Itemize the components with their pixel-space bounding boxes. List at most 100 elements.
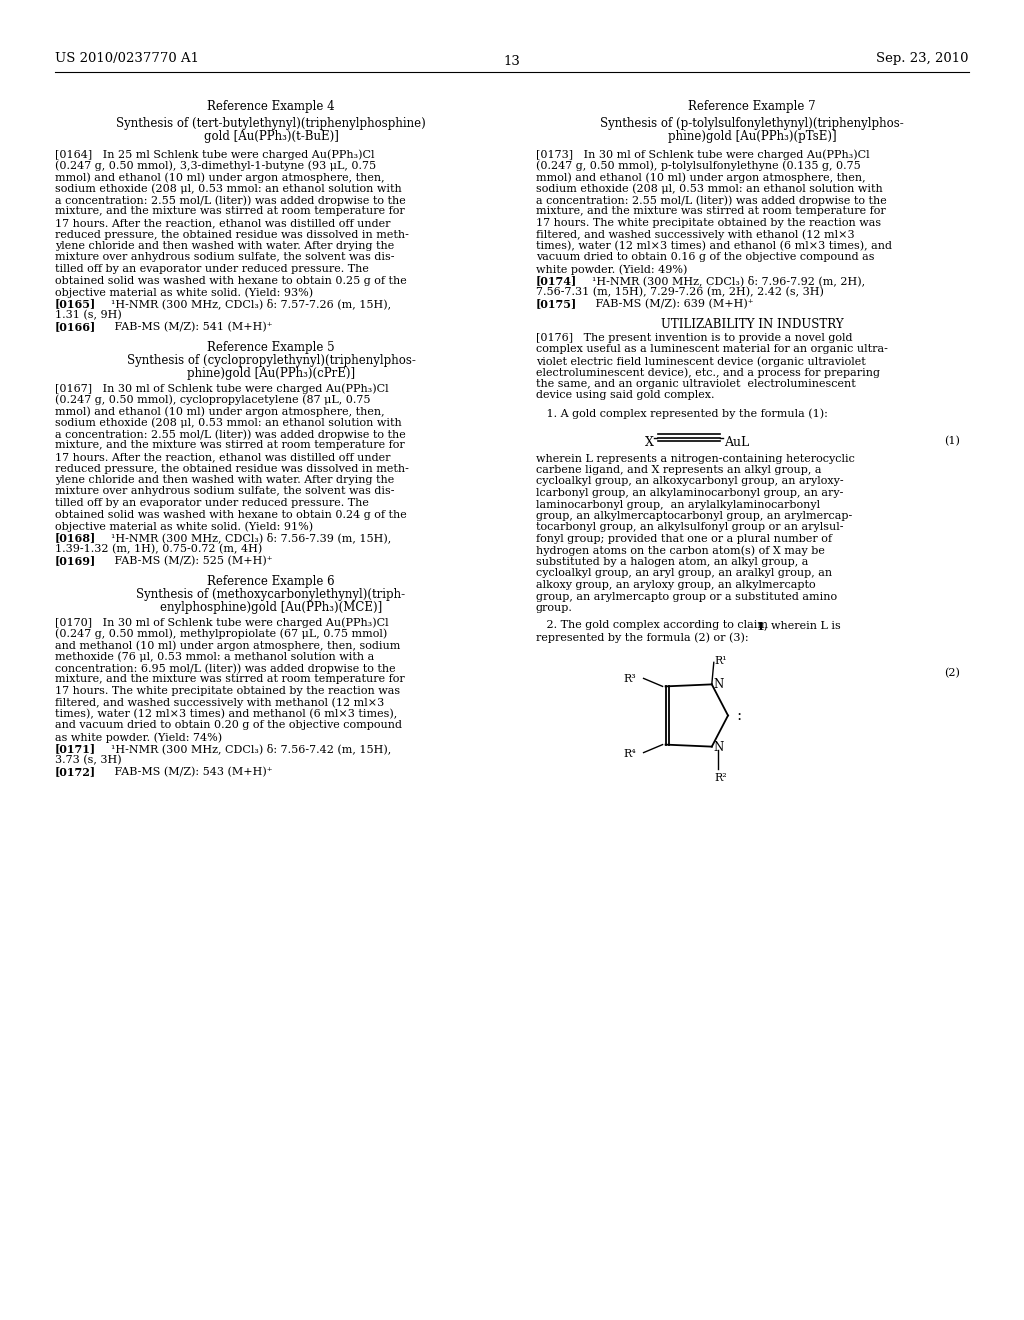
Text: Synthesis of (cyclopropylethynyl)(triphenylphos-: Synthesis of (cyclopropylethynyl)(triphe… — [127, 354, 416, 367]
Text: [0176]   The present invention is to provide a novel gold: [0176] The present invention is to provi… — [536, 333, 853, 343]
Text: ¹H-NMR (300 MHz, CDCl₃) δ: 7.56-7.39 (m, 15H),: ¹H-NMR (300 MHz, CDCl₃) δ: 7.56-7.39 (m,… — [104, 532, 391, 544]
Text: Reference Example 5: Reference Example 5 — [207, 341, 335, 354]
Text: mixture, and the mixture was stirred at room temperature for: mixture, and the mixture was stirred at … — [536, 206, 886, 216]
Text: vacuum dried to obtain 0.16 g of the objective compound as: vacuum dried to obtain 0.16 g of the obj… — [536, 252, 874, 263]
Text: [0175]: [0175] — [536, 298, 578, 309]
Text: 17 hours. The white precipitate obtained by the reaction was: 17 hours. The white precipitate obtained… — [55, 686, 400, 696]
Text: [0169]: [0169] — [55, 556, 96, 566]
Text: cycloalkyl group, an alkoxycarbonyl group, an aryloxy-: cycloalkyl group, an alkoxycarbonyl grou… — [536, 477, 844, 487]
Text: X: X — [645, 436, 654, 449]
Text: mixture over anhydrous sodium sulfate, the solvent was dis-: mixture over anhydrous sodium sulfate, t… — [55, 252, 394, 263]
Text: (2): (2) — [944, 668, 961, 677]
Text: 2. The gold complex according to claim: 2. The gold complex according to claim — [536, 620, 771, 631]
Text: mmol) and ethanol (10 ml) under argon atmosphere, then,: mmol) and ethanol (10 ml) under argon at… — [55, 172, 385, 182]
Text: device using said gold complex.: device using said gold complex. — [536, 391, 715, 400]
Text: 17 hours. After the reaction, ethanol was distilled off under: 17 hours. After the reaction, ethanol wa… — [55, 218, 390, 228]
Text: mixture over anhydrous sodium sulfate, the solvent was dis-: mixture over anhydrous sodium sulfate, t… — [55, 487, 394, 496]
Text: filtered, and washed successively with ethanol (12 ml×3: filtered, and washed successively with e… — [536, 230, 855, 240]
Text: mmol) and ethanol (10 ml) under argon atmosphere, then,: mmol) and ethanol (10 ml) under argon at… — [536, 172, 865, 182]
Text: 1.39-1.32 (m, 1H), 0.75-0.72 (m, 4H): 1.39-1.32 (m, 1H), 0.75-0.72 (m, 4H) — [55, 544, 262, 554]
Text: complex useful as a luminescent material for an organic ultra-: complex useful as a luminescent material… — [536, 345, 888, 355]
Text: methoxide (76 μl, 0.53 mmol: a methanol solution with a: methoxide (76 μl, 0.53 mmol: a methanol … — [55, 652, 374, 663]
Text: Reference Example 4: Reference Example 4 — [207, 100, 335, 114]
Text: FAB-MS (M/Z): 541 (M+H)⁺: FAB-MS (M/Z): 541 (M+H)⁺ — [104, 322, 272, 331]
Text: phine)gold [Au(PPh₃)(pTsE)]: phine)gold [Au(PPh₃)(pTsE)] — [668, 129, 837, 143]
Text: tilled off by an evaporator under reduced pressure. The: tilled off by an evaporator under reduce… — [55, 264, 369, 275]
Text: mmol) and ethanol (10 ml) under argon atmosphere, then,: mmol) and ethanol (10 ml) under argon at… — [55, 407, 385, 417]
Text: mixture, and the mixture was stirred at room temperature for: mixture, and the mixture was stirred at … — [55, 206, 404, 216]
Text: N: N — [714, 741, 724, 754]
Text: hydrogen atoms on the carbon atom(s) of X may be: hydrogen atoms on the carbon atom(s) of … — [536, 545, 825, 556]
Text: phine)gold [Au(PPh₃)(cPrE)]: phine)gold [Au(PPh₃)(cPrE)] — [187, 367, 355, 380]
Text: reduced pressure, the obtained residue was dissolved in meth-: reduced pressure, the obtained residue w… — [55, 463, 409, 474]
Text: ¹H-NMR (300 MHz, CDCl₃) δ: 7.57-7.26 (m, 15H),: ¹H-NMR (300 MHz, CDCl₃) δ: 7.57-7.26 (m,… — [104, 298, 391, 309]
Text: R³: R³ — [624, 675, 636, 684]
Text: R²: R² — [715, 772, 727, 783]
Text: UTILIZABILITY IN INDUSTRY: UTILIZABILITY IN INDUSTRY — [660, 318, 844, 331]
Text: concentration: 6.95 mol/L (liter)) was added dropwise to the: concentration: 6.95 mol/L (liter)) was a… — [55, 663, 395, 673]
Text: Synthesis of (tert-butylethynyl)(triphenylphosphine): Synthesis of (tert-butylethynyl)(triphen… — [116, 117, 426, 129]
Text: sodium ethoxide (208 μl, 0.53 mmol: an ethanol solution with: sodium ethoxide (208 μl, 0.53 mmol: an e… — [55, 417, 401, 428]
Text: 17 hours. After the reaction, ethanol was distilled off under: 17 hours. After the reaction, ethanol wa… — [55, 451, 390, 462]
Text: a concentration: 2.55 mol/L (liter)) was added dropwise to the: a concentration: 2.55 mol/L (liter)) was… — [536, 195, 887, 206]
Text: laminocarbonyl group,  an arylalkylaminocarbonyl: laminocarbonyl group, an arylalkylaminoc… — [536, 499, 820, 510]
Text: objective material as white solid. (Yield: 91%): objective material as white solid. (Yiel… — [55, 521, 313, 532]
Text: group, an arylmercapto group or a substituted amino: group, an arylmercapto group or a substi… — [536, 591, 838, 602]
Text: :: : — [736, 710, 741, 723]
Text: Sep. 23, 2010: Sep. 23, 2010 — [877, 51, 969, 65]
Text: [0171]: [0171] — [55, 743, 96, 755]
Text: substituted by a halogen atom, an alkyl group, a: substituted by a halogen atom, an alkyl … — [536, 557, 808, 568]
Text: obtained solid was washed with hexane to obtain 0.25 g of the: obtained solid was washed with hexane to… — [55, 276, 407, 285]
Text: objective material as white solid. (Yield: 93%): objective material as white solid. (Yiel… — [55, 286, 313, 297]
Text: [0166]: [0166] — [55, 322, 96, 333]
Text: group.: group. — [536, 603, 572, 612]
Text: (0.247 g, 0.50 mmol), cyclopropylacetylene (87 μL, 0.75: (0.247 g, 0.50 mmol), cyclopropylacetyle… — [55, 395, 371, 405]
Text: AuL: AuL — [724, 436, 750, 449]
Text: tocarbonyl group, an alkylsulfonyl group or an arylsul-: tocarbonyl group, an alkylsulfonyl group… — [536, 523, 844, 532]
Text: as white powder. (Yield: 74%): as white powder. (Yield: 74%) — [55, 733, 222, 743]
Text: and vacuum dried to obtain 0.20 g of the objective compound: and vacuum dried to obtain 0.20 g of the… — [55, 721, 402, 730]
Text: (0.247 g, 0.50 mmol), 3,3-dimethyl-1-butyne (93 μL, 0.75: (0.247 g, 0.50 mmol), 3,3-dimethyl-1-but… — [55, 161, 376, 172]
Text: enylphosphine)gold [Au(PPh₃)(MCE)]: enylphosphine)gold [Au(PPh₃)(MCE)] — [160, 601, 382, 614]
Text: times), water (12 ml×3 times) and ethanol (6 ml×3 times), and: times), water (12 ml×3 times) and ethano… — [536, 242, 892, 251]
Text: FAB-MS (M/Z): 639 (M+H)⁺: FAB-MS (M/Z): 639 (M+H)⁺ — [585, 298, 754, 309]
Text: mixture, and the mixture was stirred at room temperature for: mixture, and the mixture was stirred at … — [55, 441, 404, 450]
Text: filtered, and washed successively with methanol (12 ml×3: filtered, and washed successively with m… — [55, 697, 384, 708]
Text: 7.56-7.31 (m, 15H), 7.29-7.26 (m, 2H), 2.42 (s, 3H): 7.56-7.31 (m, 15H), 7.29-7.26 (m, 2H), 2… — [536, 286, 824, 297]
Text: the same, and an organic ultraviolet  electroluminescent: the same, and an organic ultraviolet ele… — [536, 379, 856, 389]
Text: [0165]: [0165] — [55, 298, 96, 309]
Text: (1): (1) — [944, 436, 961, 446]
Text: [0168]: [0168] — [55, 532, 96, 544]
Text: FAB-MS (M/Z): 543 (M+H)⁺: FAB-MS (M/Z): 543 (M+H)⁺ — [104, 767, 272, 776]
Text: times), water (12 ml×3 times) and methanol (6 ml×3 times),: times), water (12 ml×3 times) and methan… — [55, 709, 397, 719]
Text: 1: 1 — [757, 620, 765, 631]
Text: [0167]   In 30 ml of Schlenk tube were charged Au(PPh₃)Cl: [0167] In 30 ml of Schlenk tube were cha… — [55, 383, 389, 393]
Text: tilled off by an evaporator under reduced pressure. The: tilled off by an evaporator under reduce… — [55, 498, 369, 508]
Text: 13: 13 — [504, 55, 520, 69]
Text: [0174]: [0174] — [536, 276, 578, 286]
Text: group, an alkylmercaptocarbonyl group, an arylmercap-: group, an alkylmercaptocarbonyl group, a… — [536, 511, 852, 521]
Text: [0164]   In 25 ml Schlenk tube were charged Au(PPh₃)Cl: [0164] In 25 ml Schlenk tube were charge… — [55, 149, 375, 160]
Text: (0.247 g, 0.50 mmol), methylpropiolate (67 μL, 0.75 mmol): (0.247 g, 0.50 mmol), methylpropiolate (… — [55, 628, 387, 639]
Text: sodium ethoxide (208 μl, 0.53 mmol: an ethanol solution with: sodium ethoxide (208 μl, 0.53 mmol: an e… — [536, 183, 883, 194]
Text: lcarbonyl group, an alkylaminocarbonyl group, an ary-: lcarbonyl group, an alkylaminocarbonyl g… — [536, 488, 844, 498]
Text: alkoxy group, an aryloxy group, an alkylmercapto: alkoxy group, an aryloxy group, an alkyl… — [536, 579, 816, 590]
Text: sodium ethoxide (208 μl, 0.53 mmol: an ethanol solution with: sodium ethoxide (208 μl, 0.53 mmol: an e… — [55, 183, 401, 194]
Text: and methanol (10 ml) under argon atmosphere, then, sodium: and methanol (10 ml) under argon atmosph… — [55, 640, 400, 651]
Text: violet electric field luminescent device (organic ultraviolet: violet electric field luminescent device… — [536, 356, 865, 367]
Text: reduced pressure, the obtained residue was dissolved in meth-: reduced pressure, the obtained residue w… — [55, 230, 409, 239]
Text: gold [Au(PPh₃)(t-BuE)]: gold [Au(PPh₃)(t-BuE)] — [204, 129, 339, 143]
Text: [0173]   In 30 ml of Schlenk tube were charged Au(PPh₃)Cl: [0173] In 30 ml of Schlenk tube were cha… — [536, 149, 869, 160]
Text: ylene chloride and then washed with water. After drying the: ylene chloride and then washed with wate… — [55, 475, 394, 484]
Text: mixture, and the mixture was stirred at room temperature for: mixture, and the mixture was stirred at … — [55, 675, 404, 685]
Text: white powder. (Yield: 49%): white powder. (Yield: 49%) — [536, 264, 687, 275]
Text: R⁴: R⁴ — [624, 748, 636, 759]
Text: N: N — [714, 678, 724, 692]
Text: a concentration: 2.55 mol/L (liter)) was added dropwise to the: a concentration: 2.55 mol/L (liter)) was… — [55, 429, 406, 440]
Text: a concentration: 2.55 mol/L (liter)) was added dropwise to the: a concentration: 2.55 mol/L (liter)) was… — [55, 195, 406, 206]
Text: [0170]   In 30 ml of Schlenk tube were charged Au(PPh₃)Cl: [0170] In 30 ml of Schlenk tube were cha… — [55, 616, 389, 627]
Text: obtained solid was washed with hexane to obtain 0.24 g of the: obtained solid was washed with hexane to… — [55, 510, 407, 520]
Text: Synthesis of (methoxycarbonylethynyl)(triph-: Synthesis of (methoxycarbonylethynyl)(tr… — [136, 587, 406, 601]
Text: cycloalkyl group, an aryl group, an aralkyl group, an: cycloalkyl group, an aryl group, an aral… — [536, 569, 833, 578]
Text: Synthesis of (p-tolylsulfonylethynyl)(triphenylphos-: Synthesis of (p-tolylsulfonylethynyl)(tr… — [600, 117, 904, 129]
